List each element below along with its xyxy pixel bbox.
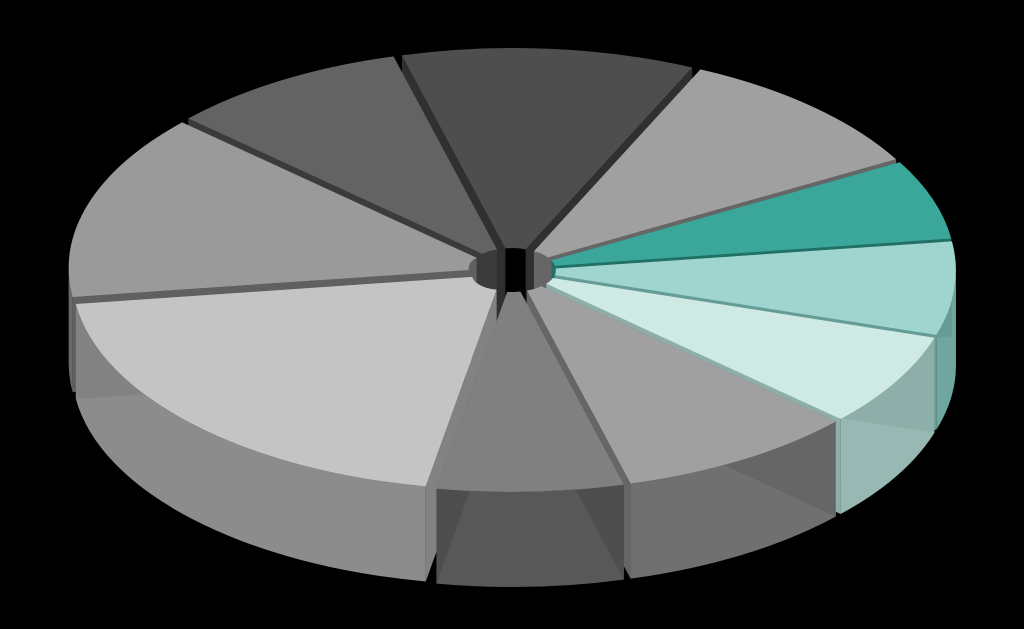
pie-chart-3d xyxy=(0,0,1024,629)
